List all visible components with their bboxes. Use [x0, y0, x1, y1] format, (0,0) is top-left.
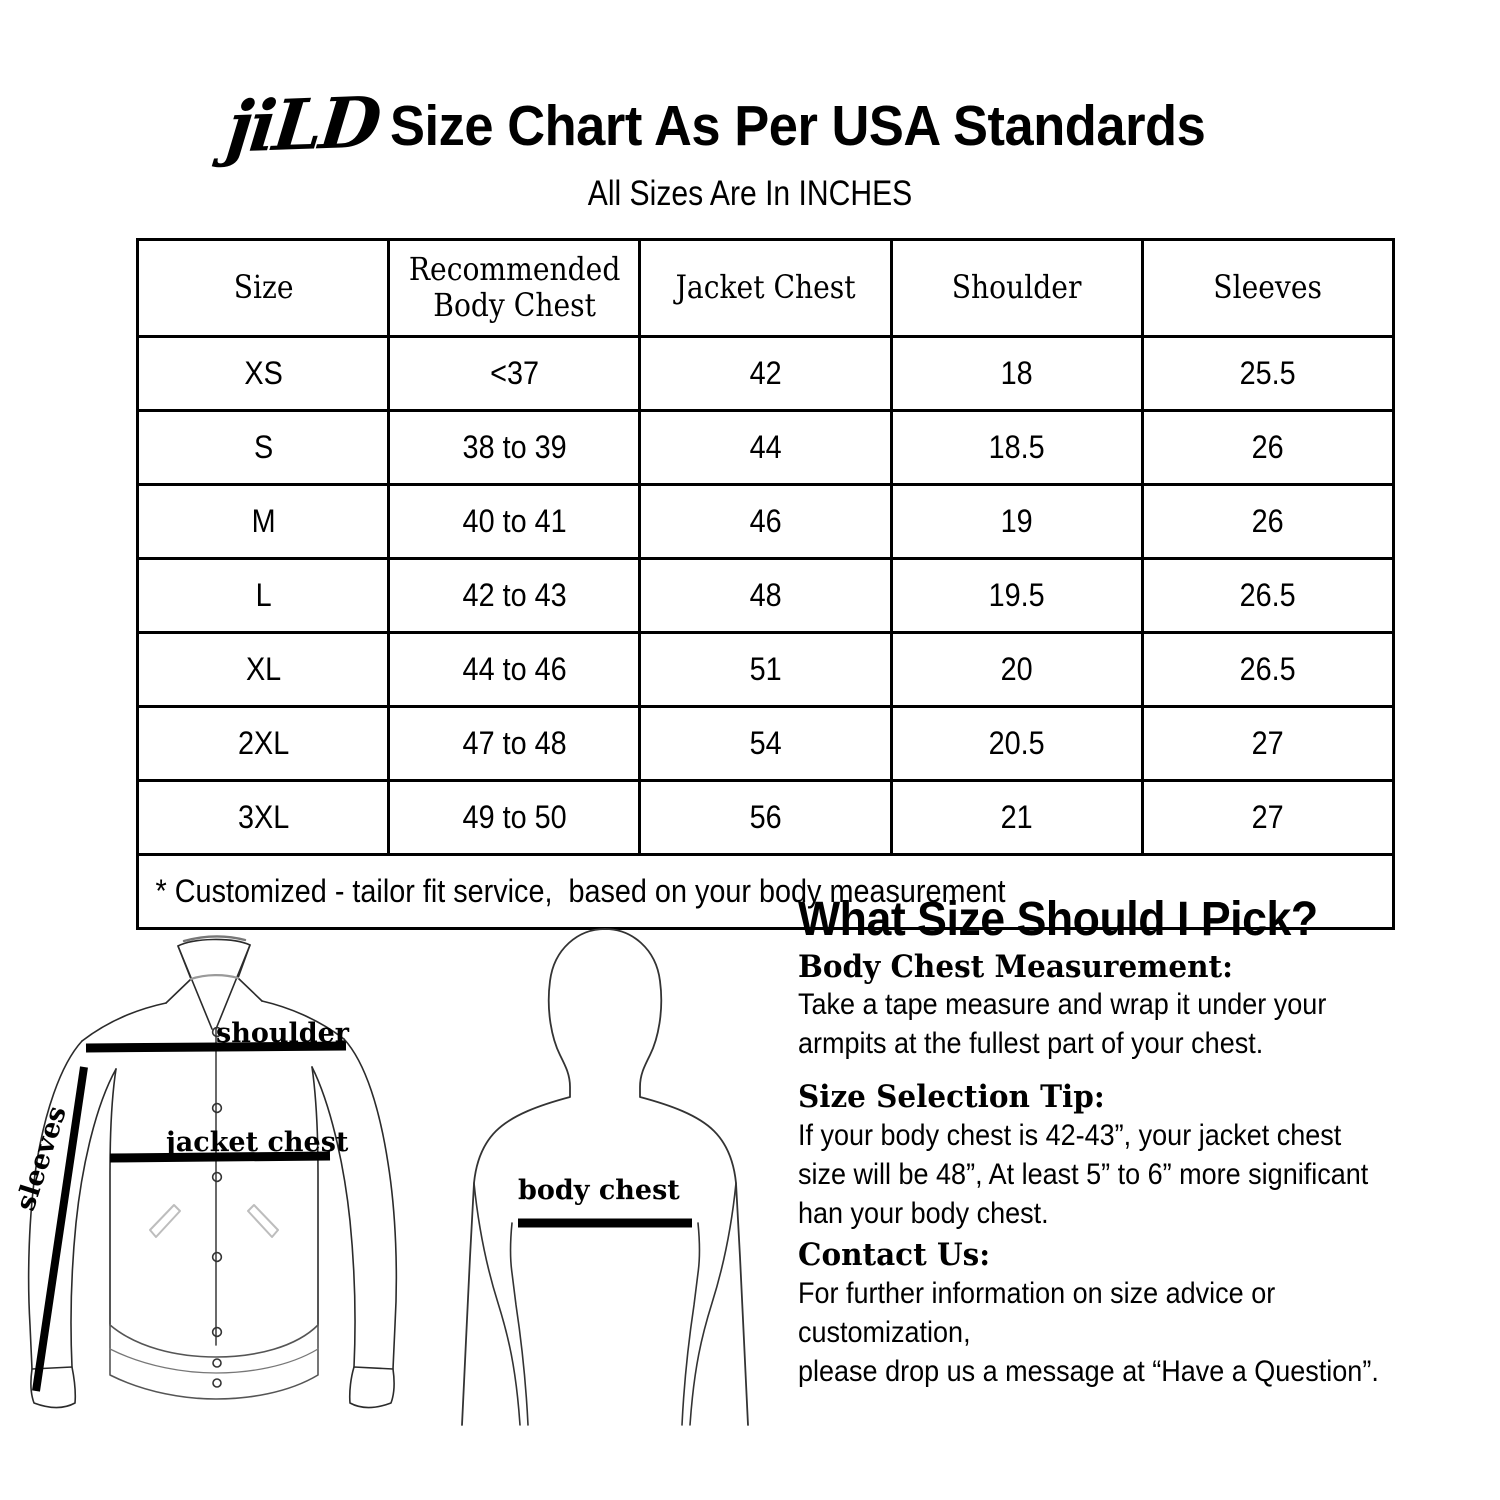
shoulder-measure-line	[85, 1041, 347, 1053]
info-subheading: Body Chest Measurement:	[798, 948, 1233, 985]
cell-size: L	[148, 557, 378, 634]
column-header-size: Size	[151, 238, 375, 338]
cell-body-chest: 49 to 50	[399, 779, 629, 856]
jacket-illustration-svg	[27, 935, 398, 1409]
table-row: S 38 to 39 44 18.5 26	[138, 409, 1394, 486]
info-panel: What Size Should I Pick? Body Chest Meas…	[798, 895, 1458, 1393]
cell-shoulder: 20.5	[902, 705, 1132, 782]
cell-body-chest: 38 to 39	[399, 409, 629, 486]
column-header-label-line1: Recommended	[408, 250, 621, 289]
info-line: Take a tape measure and wrap it under yo…	[798, 988, 1327, 1022]
cell-sleeves: 27	[1153, 705, 1383, 782]
body-illustration-svg	[461, 928, 749, 1426]
cell-sleeves: 25.5	[1153, 335, 1383, 412]
cell-body-chest: <37	[399, 335, 629, 412]
jacket-buttons	[211, 1026, 223, 1388]
table-header-row: Size Recommended Body Chest Jacket Chest …	[138, 238, 1394, 338]
cell-body-chest: 44 to 46	[399, 631, 629, 708]
cell-jacket-chest: 54	[651, 705, 880, 782]
cell-sleeves: 26	[1153, 409, 1383, 486]
column-header-sleeves: Sleeves	[1156, 238, 1380, 338]
cell-size: XL	[148, 631, 378, 708]
cell-size: 2XL	[148, 705, 378, 782]
info-paragraph: If your body chest is 42-43”, your jacke…	[798, 1116, 1392, 1233]
info-section-contact-us: Contact Us: For further information on s…	[798, 1237, 1458, 1391]
cell-body-chest: 47 to 48	[399, 705, 629, 782]
spacer	[798, 1065, 1458, 1075]
column-header-label: Shoulder	[951, 268, 1082, 307]
page-header: jiLD Size Chart As Per USA Standards All…	[0, 80, 1500, 213]
column-header-label-line2: Body Chest	[432, 286, 596, 324]
table-row: 3XL 49 to 50 56 21 27	[138, 779, 1394, 856]
cell-sleeves: 27	[1153, 779, 1383, 856]
column-header-label: Size	[233, 268, 293, 307]
table-header: Size Recommended Body Chest Jacket Chest …	[138, 238, 1394, 338]
info-line: han your body chest.	[798, 1197, 1049, 1231]
cell-sleeves: 26.5	[1153, 631, 1383, 708]
size-chart-table: Size Recommended Body Chest Jacket Chest …	[136, 238, 1395, 930]
measurement-lines	[32, 1041, 347, 1392]
info-subheading: Size Selection Tip:	[798, 1079, 1105, 1116]
column-header-shoulder: Shoulder	[904, 238, 1129, 338]
cell-sleeves: 26	[1153, 483, 1383, 560]
info-line: armpits at the fullest part of your ches…	[798, 1027, 1264, 1061]
cell-size: XS	[148, 335, 378, 412]
info-line: please drop us a message at “Have a Ques…	[798, 1354, 1379, 1388]
cell-size: 3XL	[148, 779, 378, 856]
cell-shoulder: 18	[902, 335, 1132, 412]
cell-shoulder: 20	[902, 631, 1132, 708]
info-subheading: Contact Us:	[798, 1237, 991, 1274]
table-body: XS <37 42 18 25.5 S 38 to 39 44 18.5 26 …	[136, 335, 1394, 930]
info-section-body-chest-measurement: Body Chest Measurement: Take a tape meas…	[798, 949, 1458, 1064]
cell-jacket-chest: 48	[651, 557, 880, 634]
brand-logo: jiLD	[223, 80, 383, 169]
table-row: L 42 to 43 48 19.5 26.5	[138, 557, 1394, 634]
cell-jacket-chest: 51	[651, 631, 880, 708]
info-line: size will be 48”, At least 5” to 6” more…	[798, 1158, 1369, 1192]
body-chest-label: body chest	[518, 1175, 680, 1206]
shoulder-label: shoulder	[216, 1018, 350, 1049]
cell-shoulder: 18.5	[902, 409, 1132, 486]
cell-body-chest: 42 to 43	[399, 557, 629, 634]
cell-size: S	[148, 409, 378, 486]
cell-shoulder: 19.5	[902, 557, 1132, 634]
info-paragraph: Take a tape measure and wrap it under yo…	[798, 985, 1392, 1063]
cell-jacket-chest: 42	[651, 335, 880, 412]
info-section-size-selection-tip: Size Selection Tip: If your body chest i…	[798, 1079, 1458, 1233]
page-title: Size Chart As Per USA Standards	[389, 94, 1206, 158]
cell-shoulder: 21	[902, 779, 1132, 856]
table-row: XL 44 to 46 51 20 26.5	[138, 631, 1394, 708]
page-subtitle: All Sizes Are In INCHES	[587, 174, 913, 213]
table-footnote-row: * Customized - tailor fit service, based…	[136, 853, 1394, 930]
cell-sleeves: 26.5	[1153, 557, 1383, 634]
column-header-jacket-chest: Jacket Chest	[653, 238, 878, 338]
table-footnote: * Customized - tailor fit service, based…	[136, 853, 1270, 930]
jacket-chest-measure-line	[109, 1151, 331, 1163]
sleeves-measure-line	[32, 1066, 88, 1392]
column-header-recommended-body-chest: Recommended Body Chest	[402, 238, 627, 338]
info-line: For further information on size advice o…	[798, 1276, 1276, 1349]
cell-body-chest: 40 to 41	[399, 483, 629, 560]
table-row: XS <37 42 18 25.5	[138, 335, 1394, 412]
jacket-diagram: shoulder jacket chest sleeves	[10, 905, 416, 1435]
cell-jacket-chest: 56	[651, 779, 880, 856]
lower-section: shoulder jacket chest sleeves body chest	[0, 895, 1500, 1455]
jacket-chest-label: jacket chest	[166, 1127, 349, 1158]
cell-jacket-chest: 44	[651, 409, 880, 486]
info-panel-heading: What Size Should I Pick?	[798, 893, 1318, 946]
cell-jacket-chest: 46	[651, 483, 880, 560]
info-line: If your body chest is 42-43”, your jacke…	[798, 1119, 1342, 1153]
cell-shoulder: 19	[902, 483, 1132, 560]
table-row: 2XL 47 to 48 54 20.5 27	[138, 705, 1394, 782]
column-header-label: Sleeves	[1213, 268, 1323, 307]
table-row: M 40 to 41 46 19 26	[138, 483, 1394, 560]
info-paragraph: For further information on size advice o…	[798, 1274, 1392, 1391]
cell-size: M	[148, 483, 378, 560]
body-diagram: body chest	[420, 905, 790, 1435]
title-row: jiLD Size Chart As Per USA Standards	[0, 80, 1500, 169]
column-header-label: Jacket Chest	[675, 268, 856, 307]
